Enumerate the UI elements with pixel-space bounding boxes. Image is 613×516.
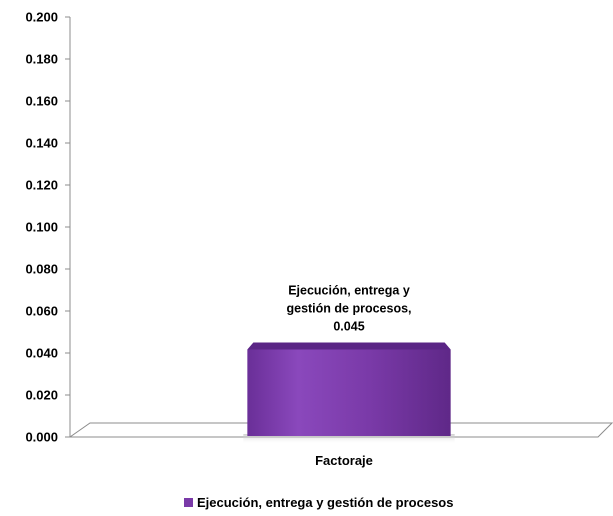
y-tick-label: 0.140 xyxy=(25,136,58,151)
bar-data-label: 0.045 xyxy=(333,320,364,334)
bars xyxy=(243,342,455,444)
legend-swatch xyxy=(184,498,193,507)
y-tick-label: 0.120 xyxy=(25,178,58,193)
y-tick-label: 0.000 xyxy=(25,430,58,445)
y-axis: 0.000 0.020 0.040 0.060 0.080 0.100 0.120 0.140… xyxy=(25,10,71,445)
y-tick-label: 0.040 xyxy=(25,346,58,361)
bar-top xyxy=(247,342,451,350)
x-category-label: Factoraje xyxy=(315,453,373,468)
y-tick-label: 0.100 xyxy=(25,220,58,235)
y-tick-label: 0.060 xyxy=(25,304,58,319)
bar-data-label: Ejecución, entrega y xyxy=(288,284,410,298)
y-tick-label: 0.020 xyxy=(25,388,58,403)
y-tick-label: 0.080 xyxy=(25,262,58,277)
labels: Ejecución, entrega y gestión de procesos,… xyxy=(286,284,411,469)
legend-label: Ejecución, entrega y gestión de procesos xyxy=(197,495,453,510)
bar-front xyxy=(247,349,451,436)
bar-shadow xyxy=(243,434,455,444)
legend: Ejecución, entrega y gestión de procesos xyxy=(184,495,453,510)
y-tick-label: 0.160 xyxy=(25,94,58,109)
y-tick-label: 0.180 xyxy=(25,52,58,67)
y-tick-label: 0.200 xyxy=(25,10,58,25)
bar-data-label: gestión de procesos, xyxy=(286,302,411,316)
